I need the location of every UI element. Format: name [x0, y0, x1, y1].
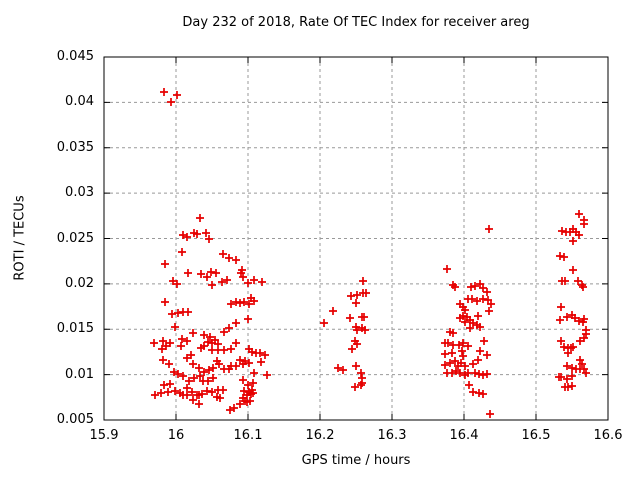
tick-marks	[103, 56, 609, 421]
chart-title: Day 232 of 2018, Rate Of TEC Index for r…	[182, 15, 530, 30]
x-axis-label: GPS time / hours	[301, 453, 411, 468]
scatter-markers-ROTI	[150, 88, 590, 418]
x-tick-label: 16.6	[593, 428, 623, 443]
y-tick-label: 0.03	[65, 185, 94, 201]
x-tick-label: 15.9	[89, 428, 119, 443]
x-tick-label: 16	[167, 428, 185, 443]
y-tick-label: 0.04	[65, 94, 94, 110]
x-tick-label: 16.1	[233, 428, 263, 443]
y-tick-label: 0.01	[65, 366, 94, 382]
y-tick-label: 0.005	[56, 412, 94, 427]
y-tick-label: 0.045	[56, 49, 94, 64]
x-tick-label: 16.3	[377, 428, 407, 443]
y-tick-label: 0.02	[65, 275, 94, 291]
y-tick-label: 0.025	[56, 230, 94, 246]
x-tick-label: 16.2	[305, 428, 335, 443]
y-tick-label: 0.015	[56, 321, 94, 337]
x-tick-label: 16.5	[521, 428, 551, 443]
x-tick-label: 16.4	[449, 428, 479, 443]
y-tick-label: 0.035	[56, 139, 94, 155]
